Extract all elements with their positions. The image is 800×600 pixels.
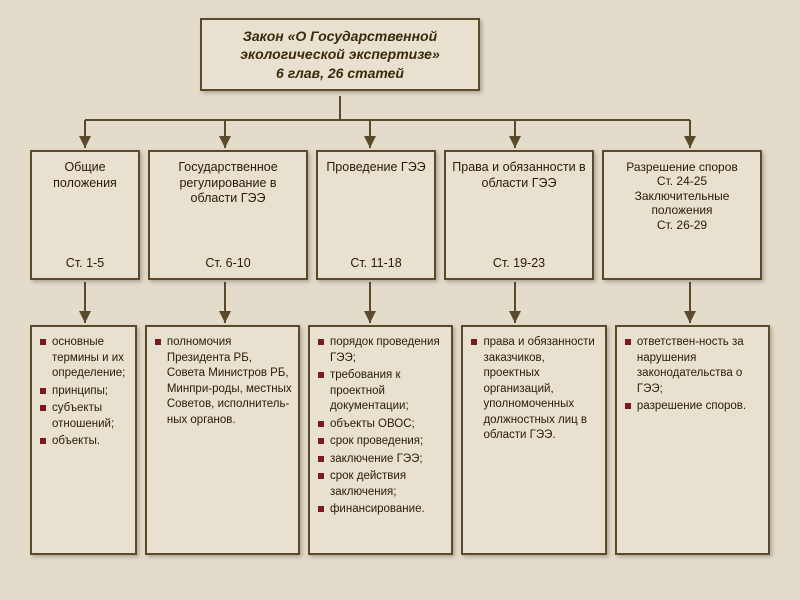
chapters-row: Общие положения Ст. 1-5 Государственное … [30,150,770,280]
root-node: Закон «О Государственной экологической э… [200,18,480,91]
detail-node-2: полномочия Президента РБ, Совета Министр… [145,325,300,555]
list-item: срок проведения; [318,434,445,450]
chapter-title: Права и обязанности в области ГЭЭ [452,160,586,191]
chapter-articles: Ст. 1-5 [38,256,132,270]
detail-list: полномочия Президента РБ, Совета Министр… [155,335,292,428]
list-item: основные термины и их определение; [40,335,129,382]
chapter-node-4: Права и обязанности в области ГЭЭ Ст. 19… [444,150,594,280]
root-title-line2: экологической экспертизе» [214,46,466,64]
root-title-line1: Закон «О Государственной [214,28,466,46]
list-item: порядок проведения ГЭЭ; [318,335,445,366]
chapter-node-2: Государственное регулирование в области … [148,150,308,280]
detail-list: ответствен-ность за нарушения законодате… [625,335,762,415]
chapter-node-3: Проведение ГЭЭ Ст. 11-18 [316,150,436,280]
list-item: принципы; [40,384,129,400]
detail-node-3: порядок проведения ГЭЭ;требования к прое… [308,325,453,555]
detail-list: права и обязанности заказчиков, проектны… [471,335,598,444]
detail-node-4: права и обязанности заказчиков, проектны… [461,325,606,555]
chapter-node-1: Общие положения Ст. 1-5 [30,150,140,280]
detail-node-5: ответствен-ность за нарушения законодате… [615,325,770,555]
list-item: субъекты отношений; [40,401,129,432]
chapter-articles: Ст. 11-18 [324,256,428,270]
list-item: требования к проектной документации; [318,368,445,415]
list-item: ответствен-ность за нарушения законодате… [625,335,762,397]
detail-node-1: основные термины и их определение; принци… [30,325,137,555]
detail-list: порядок проведения ГЭЭ;требования к прое… [318,335,445,518]
list-item: финансирование. [318,502,445,518]
list-item: разрешение споров. [625,399,762,415]
list-item: заключение ГЭЭ; [318,452,445,468]
chapter-node-5: Разрешение споров Ст. 24-25 Заключительн… [602,150,762,280]
chapter-title: Государственное регулирование в области … [156,160,300,207]
root-subtitle: 6 глав, 26 статей [214,65,466,81]
list-item: срок действия заключения; [318,469,445,500]
chapter-title: Проведение ГЭЭ [324,160,428,176]
list-item: объекты. [40,434,129,450]
list-item: полномочия Президента РБ, Совета Министр… [155,335,292,428]
list-item: объекты ОВОС; [318,417,445,433]
detail-list: основные термины и их определение; принци… [40,335,129,450]
chapter-articles: Ст. 6-10 [156,256,300,270]
chapter-title: Разрешение споров Ст. 24-25 Заключительн… [610,160,754,232]
list-item: права и обязанности заказчиков, проектны… [471,335,598,444]
chapter-title: Общие положения [38,160,132,191]
chapter-articles: Ст. 19-23 [452,256,586,270]
details-row: основные термины и их определение; принци… [30,325,770,555]
